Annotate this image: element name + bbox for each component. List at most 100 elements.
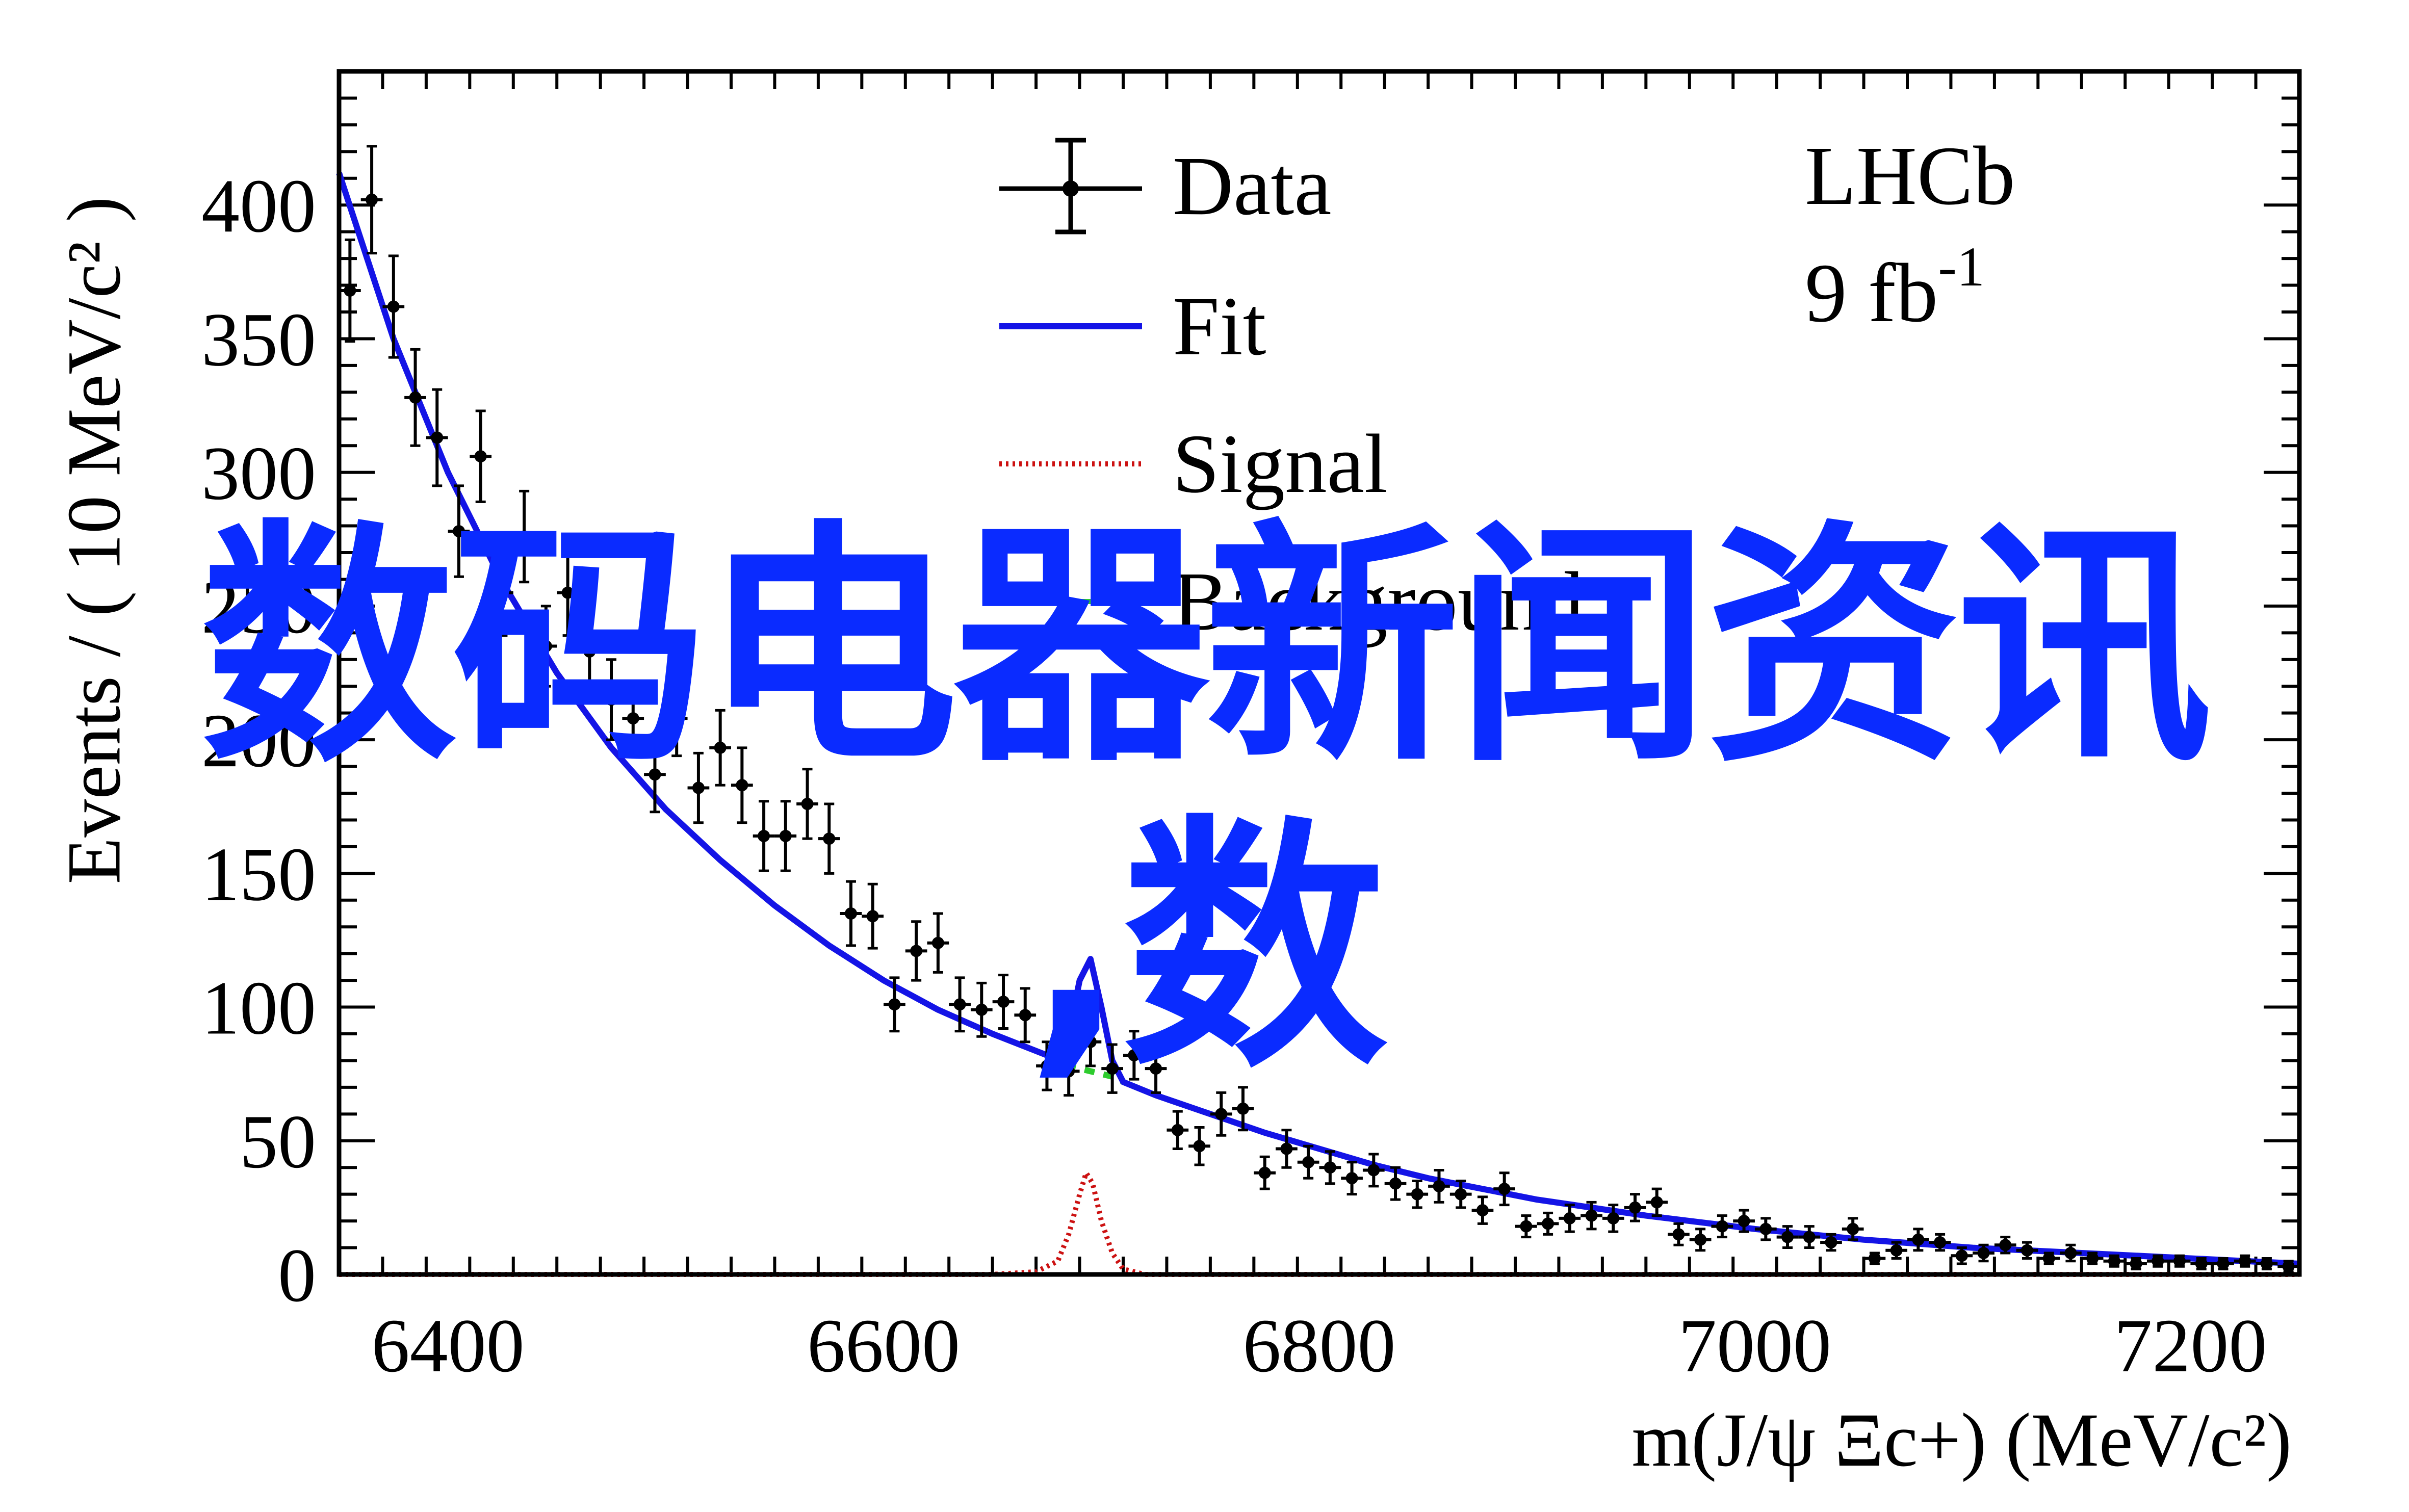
data-point: [2038, 1252, 2060, 1265]
data-point: [2125, 1257, 2147, 1271]
data-marker: [1433, 1180, 1445, 1192]
data-marker: [1738, 1215, 1750, 1228]
data-point: [1602, 1204, 1624, 1233]
x-tick-label: 7000: [1678, 1304, 1831, 1388]
data-marker: [779, 829, 792, 842]
data-marker: [1411, 1188, 1423, 1201]
data-point: [1014, 987, 1037, 1044]
data-marker: [1825, 1236, 1837, 1249]
data-marker: [2064, 1247, 2077, 1260]
luminosity-label: 9 fb-1: [1805, 236, 1985, 340]
data-point: [1254, 1155, 1276, 1190]
data-marker: [1302, 1156, 1315, 1168]
data-point: [2277, 1260, 2299, 1273]
data-marker: [649, 768, 661, 781]
data-point: [1123, 1030, 1145, 1081]
data-marker: [1585, 1209, 1598, 1222]
data-point: [687, 751, 710, 824]
data-point: [840, 880, 862, 947]
data-point: [513, 489, 535, 584]
data-marker: [366, 193, 378, 206]
data-marker: [1890, 1244, 1903, 1257]
data-point: [1537, 1211, 1559, 1236]
y-tick-label: 300: [201, 431, 316, 516]
data-point: [1559, 1204, 1581, 1233]
data-point: [1145, 1043, 1167, 1094]
data-marker: [1803, 1231, 1816, 1243]
data-point: [1428, 1168, 1450, 1204]
data-point: [1471, 1195, 1494, 1225]
data-point: [1057, 1046, 1080, 1097]
data-point: [2190, 1257, 2213, 1271]
y-tick-label: 200: [201, 698, 316, 783]
data-point: [665, 680, 688, 758]
data-point: [992, 974, 1015, 1030]
data-point: [2168, 1254, 2191, 1268]
data-point: [535, 605, 557, 688]
data-marker: [1977, 1247, 1990, 1260]
data-marker: [1607, 1212, 1620, 1224]
data-marker: [1171, 1124, 1184, 1136]
data-point: [1210, 1091, 1232, 1137]
data-marker: [1128, 1049, 1141, 1061]
data-point: [1776, 1225, 1799, 1249]
data-marker: [1236, 1102, 1249, 1115]
y-axis-title: Events / ( 10 MeV/c² ): [51, 197, 136, 884]
data-marker: [431, 431, 444, 444]
data-marker: [1063, 1065, 1075, 1078]
legend: Data Fit Signal Background: [999, 138, 1584, 648]
data-point: [970, 981, 993, 1038]
data-marker: [2217, 1258, 2230, 1270]
data-marker: [2086, 1252, 2099, 1265]
data-point: [491, 549, 513, 637]
data-marker: [910, 945, 923, 957]
data-marker: [1150, 1062, 1162, 1075]
data-point: [1951, 1246, 1973, 1265]
data-point: [1341, 1161, 1363, 1196]
data-marker: [975, 1003, 988, 1016]
data-marker: [2021, 1244, 2033, 1257]
data-marker: [1716, 1220, 1728, 1233]
data-marker: [714, 741, 727, 754]
data-marker: [2108, 1255, 2120, 1267]
legend-label-fit: Fit: [1173, 279, 1266, 373]
data-marker: [2282, 1260, 2295, 1273]
data-marker: [1498, 1183, 1511, 1195]
data-point: [1929, 1233, 1951, 1252]
data-point: [2234, 1254, 2256, 1268]
data-marker: [1650, 1196, 1663, 1209]
data-point: [1319, 1150, 1341, 1185]
data-point: [448, 484, 470, 578]
data-marker: [1345, 1172, 1358, 1185]
data-marker: [844, 907, 857, 920]
data-marker: [474, 450, 487, 463]
data-marker: [1215, 1108, 1228, 1120]
fit-curve: [336, 172, 2300, 1267]
y-tick-label: 400: [201, 164, 316, 248]
data-point: [1646, 1187, 1668, 1217]
data-marker: [2042, 1252, 2055, 1265]
y-tick-label: 150: [201, 832, 316, 917]
y-tick-label: 350: [201, 297, 316, 382]
data-point: [2060, 1243, 2082, 1263]
data-point: [1842, 1217, 1864, 1241]
data-marker: [1106, 1062, 1119, 1075]
data-point: [1689, 1228, 1712, 1252]
data-marker: [1455, 1188, 1467, 1201]
data-marker: [888, 998, 901, 1011]
data-point: [1668, 1222, 1690, 1246]
data-marker: [344, 284, 356, 297]
y-tick-label: 100: [201, 966, 316, 1051]
x-tick-label: 6600: [807, 1304, 960, 1388]
data-marker: [1193, 1140, 1206, 1153]
data-point: [557, 549, 579, 637]
data-marker: [801, 797, 814, 810]
data-marker: [670, 712, 683, 725]
data-marker: [1847, 1222, 1859, 1235]
data-marker: [1258, 1166, 1271, 1179]
data-point: [600, 658, 623, 741]
data-point: [905, 920, 927, 982]
data-point: [1276, 1129, 1298, 1169]
data-marker: [1628, 1201, 1641, 1214]
x-tick-label: 6800: [1243, 1304, 1396, 1388]
